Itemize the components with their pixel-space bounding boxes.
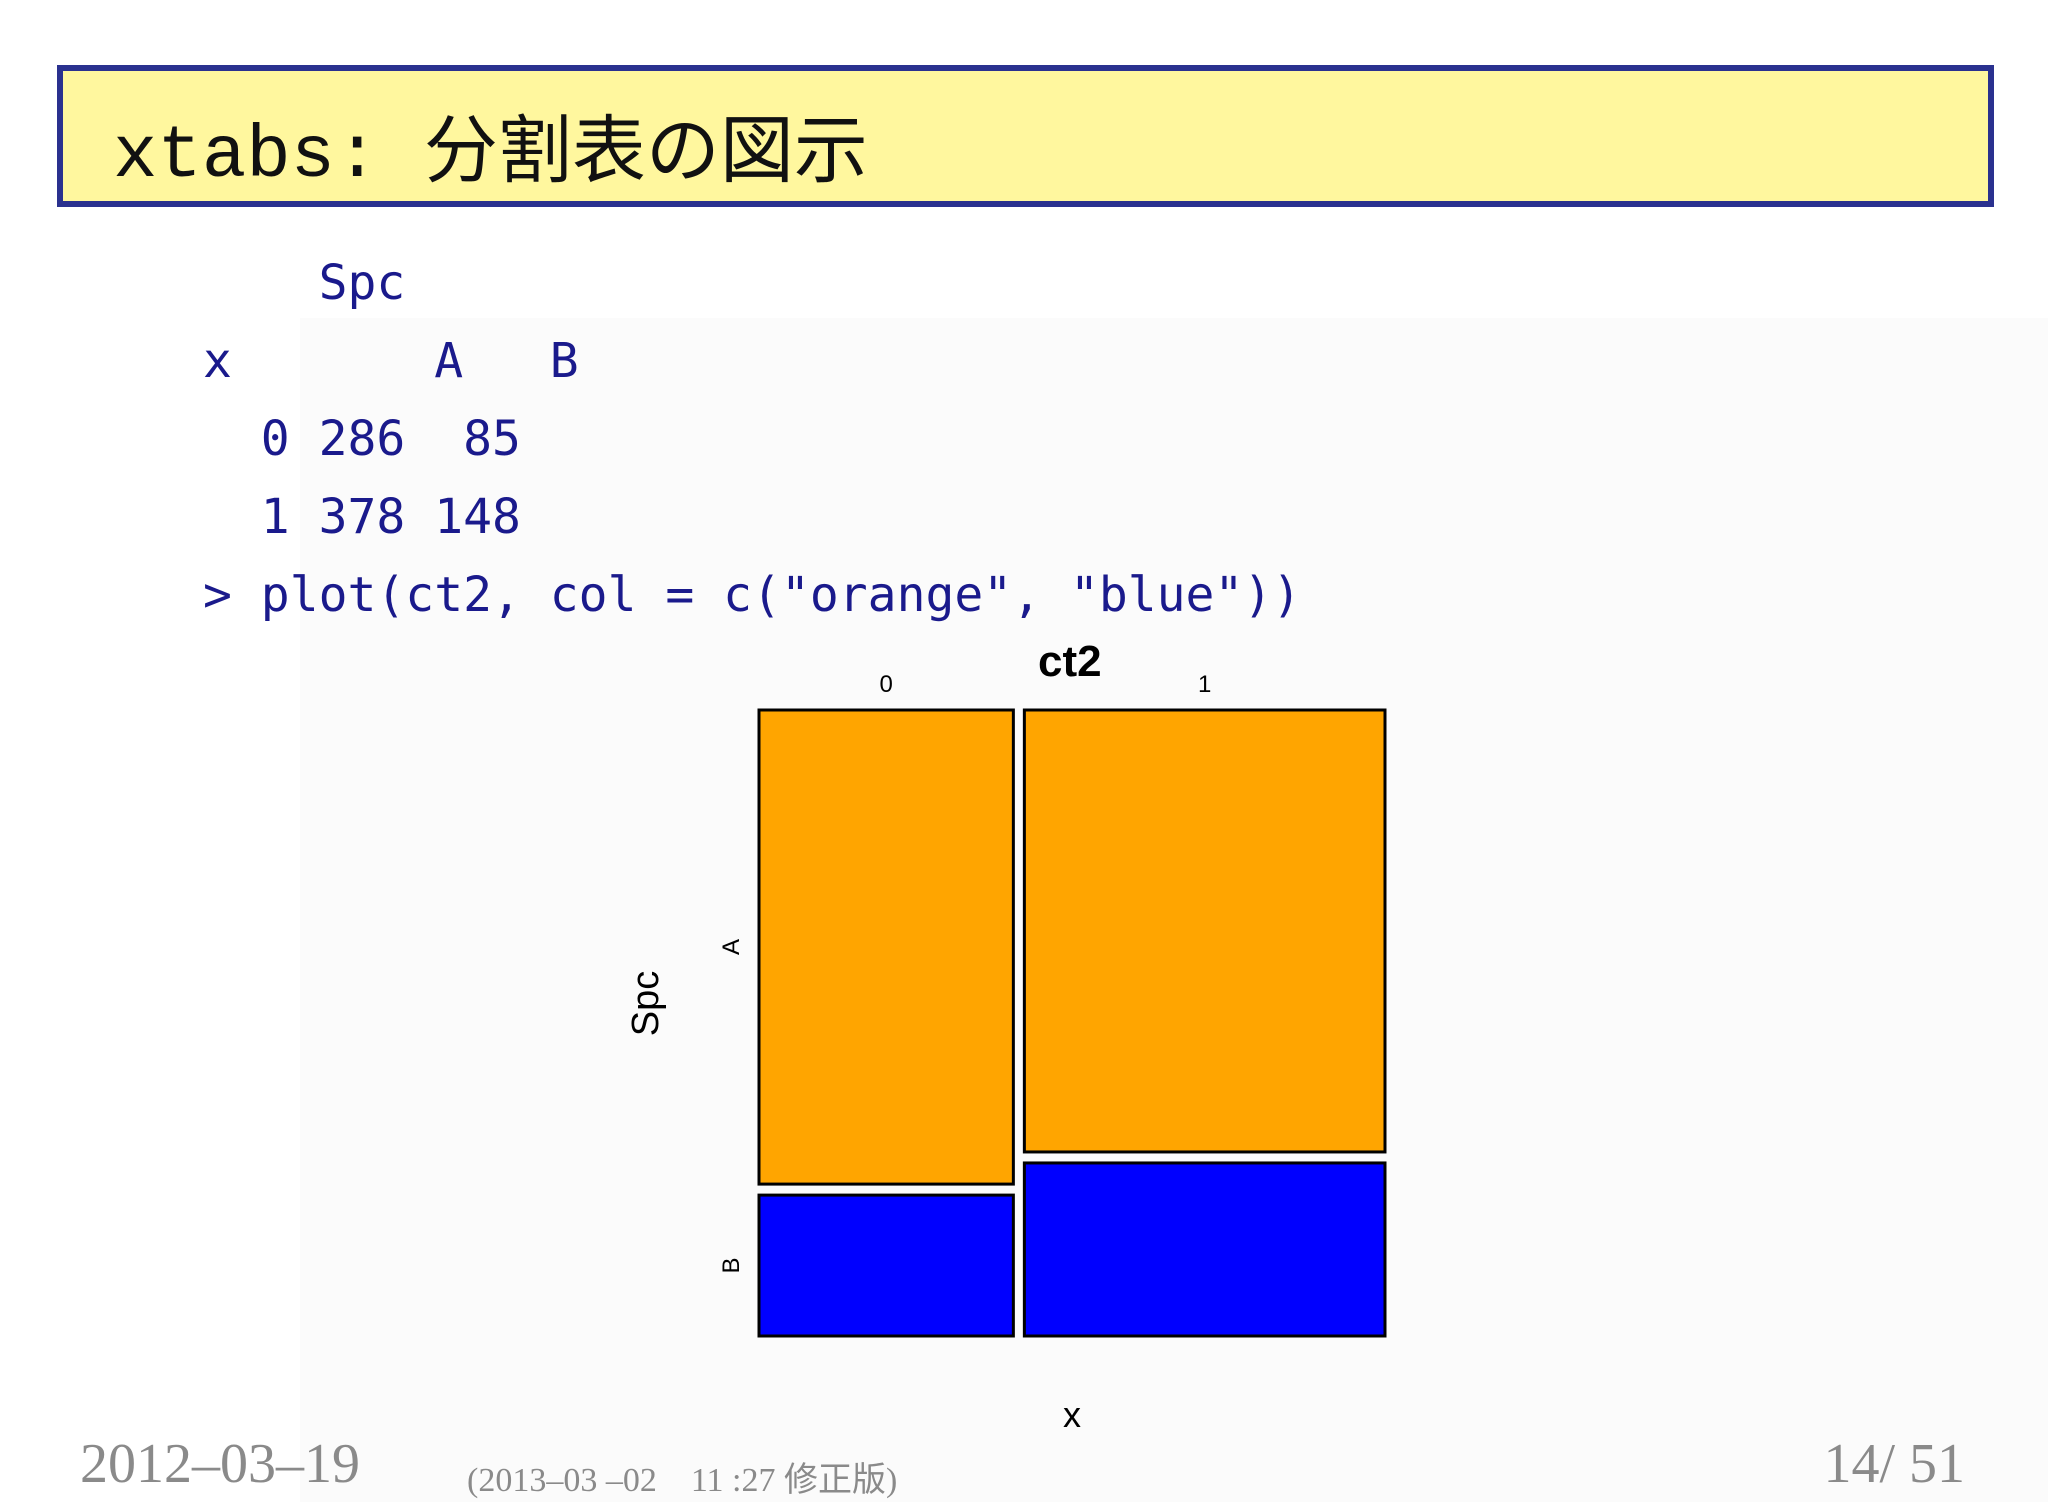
code-line-1: Spc	[203, 255, 406, 311]
mosaic-cell-x0-A	[757, 708, 1015, 1186]
slide-title-box: xtabs: 分割表の図示	[57, 65, 1994, 207]
x-axis-label: x	[1063, 1394, 1081, 1435]
y-category-label: B	[718, 1258, 745, 1274]
x-category-label: 1	[1198, 671, 1211, 698]
mosaic-cell-x1-A	[1022, 708, 1387, 1154]
code-line-5: > plot(ct2, col = c("orange", "blue"))	[203, 567, 1302, 623]
slide-title: xtabs: 分割表の図示	[113, 115, 868, 199]
code-line-3: 0 286 85	[203, 411, 521, 467]
mosaic-cell-x1-B	[1022, 1161, 1387, 1338]
footer-page-number: 14/ 51	[1823, 1433, 1965, 1495]
footer-date: 2012–03–19	[80, 1433, 360, 1495]
y-axis-label: Spc	[625, 970, 668, 1037]
mosaic-cell-x0-B	[757, 1193, 1015, 1338]
y-category-label: A	[718, 939, 745, 955]
code-line-2: x A B	[203, 333, 579, 389]
footer-revision: (2013–03 –02 11 :27 修正版)	[467, 1462, 898, 1499]
x-category-label: 0	[880, 671, 893, 698]
code-line-4: 1 378 148	[203, 489, 521, 545]
chart-title: ct2	[1038, 637, 1102, 686]
